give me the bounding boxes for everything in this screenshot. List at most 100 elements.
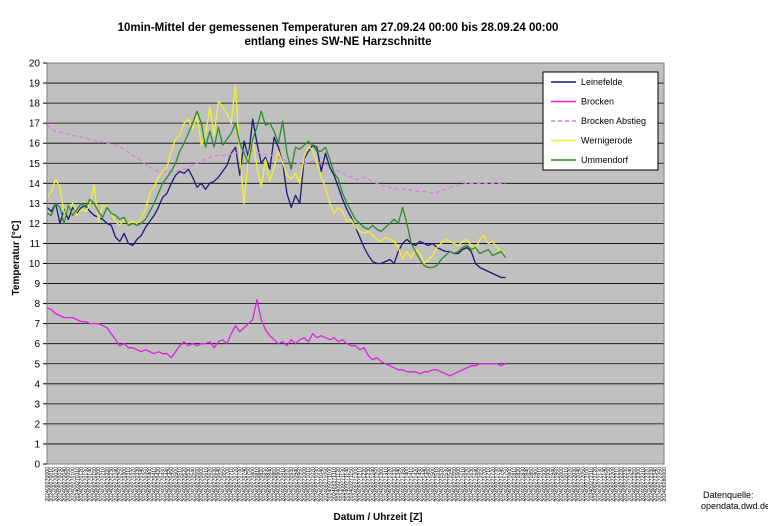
y-tick-label: 3: [34, 399, 40, 410]
x-tick-label: 202409271700: [482, 467, 488, 502]
x-tick-label: 202409271450: [426, 467, 432, 502]
y-tick-label: 16: [29, 139, 41, 150]
y-tick-label: 8: [34, 299, 40, 310]
x-tick-label: 202409270820: [259, 467, 265, 502]
x-tick-label: 202409271120: [336, 467, 342, 501]
x-tick-label: 202409272040: [576, 467, 582, 502]
x-tick-label: 202409270200: [96, 467, 102, 502]
x-tick-label: 202409272030: [572, 467, 578, 502]
x-tick-label: 202409270620: [208, 467, 214, 502]
x-tick-label: 202409270000: [45, 467, 51, 502]
x-tick-label: 202409271150: [349, 467, 355, 501]
x-tick-label: 202409272240: [628, 467, 634, 502]
x-tick-label: 202409270650: [220, 467, 226, 502]
x-tick-label: 202409271540: [448, 467, 454, 502]
x-tick-label: 202409272340: [653, 467, 659, 502]
legend-label: Wernigerode: [581, 136, 632, 146]
x-tick-label: 202409270010: [49, 467, 55, 502]
x-tick-label: 202409270940: [293, 467, 299, 502]
x-tick-label: 202409271940: [550, 467, 556, 502]
x-tick-label: 202409270750: [246, 467, 252, 502]
x-tick-label: 202409270210: [101, 467, 107, 502]
x-tick-label: 202409270120: [79, 467, 85, 502]
legend-label: Brocken Abstieg: [581, 116, 646, 126]
x-tick-label: 202409271730: [495, 467, 501, 502]
x-tick-label: 202409270420: [156, 467, 162, 502]
x-tick-label: 202409270630: [212, 467, 218, 502]
x-tick-label: 202409271500: [430, 467, 436, 502]
x-tick-label: 202409270640: [216, 467, 222, 502]
x-tick-label: 202409271250: [375, 467, 381, 502]
x-tick-label: 202409271620: [465, 467, 471, 502]
x-tick-label: 202409271910: [538, 467, 544, 502]
x-tick-label: 202409270500: [173, 467, 179, 502]
legend-label: Ummendorf: [581, 155, 629, 165]
series-line-leinefelde: [46, 118, 506, 279]
x-tick-label: 202409270100: [71, 467, 77, 502]
x-tick-label: 202409270400: [148, 467, 154, 502]
x-tick-label: 202409271720: [490, 467, 496, 502]
x-tick-label: 202409270240: [113, 467, 119, 502]
x-tick-label: 202409271740: [499, 467, 505, 502]
x-tick-label: 202409270450: [169, 467, 175, 502]
x-tick-label: 202409271400: [405, 467, 411, 502]
x-tick-label: 202409270430: [160, 467, 166, 502]
x-tick-label: 202409271140: [345, 467, 351, 501]
x-tick-label: 202409271630: [469, 467, 475, 502]
x-tick-label: 202409271350: [400, 467, 406, 502]
x-tick-label: 202409271340: [396, 467, 402, 502]
y-tick-label: 2: [34, 419, 40, 430]
x-tick-label: 202409272350: [658, 467, 664, 502]
y-tick-label: 0: [34, 460, 40, 471]
x-tick-label: 202409270440: [165, 467, 171, 502]
x-tick-label: 202409270840: [268, 467, 274, 502]
x-tick-label: 202409271520: [439, 467, 445, 502]
x-tick-label: 202409271640: [473, 467, 479, 502]
x-tick-label: 202409271000: [302, 467, 308, 502]
x-tick-label: 202409270900: [276, 467, 282, 502]
x-tick-label: 202409270710: [229, 467, 235, 502]
y-tick-label: 6: [34, 339, 40, 350]
x-tick-label: 202409271710: [486, 467, 492, 502]
x-tick-label: 202409270910: [280, 467, 286, 502]
y-tick-label: 13: [29, 199, 41, 210]
x-tick-label: 202409270040: [62, 467, 68, 502]
x-tick-label: 202409271330: [392, 467, 398, 502]
x-tick-label: 202409270050: [66, 467, 72, 502]
source-value: opendata.dwd.de: [701, 501, 768, 511]
x-tick-label: 202409271320: [388, 467, 394, 502]
x-tick-label: 202409270230: [109, 467, 115, 502]
x-axis-label: Datum / Uhrzeit [Z]: [334, 512, 423, 523]
x-tick-label: 202409272330: [649, 467, 655, 502]
x-tick-label: 202409270310: [126, 467, 132, 502]
y-tick-label: 11: [30, 239, 41, 250]
y-tick-label: 1: [34, 439, 40, 450]
legend-label: Leinefelde: [581, 77, 623, 87]
x-tick-label: 202409272130: [598, 467, 604, 502]
x-tick-label: 202409271530: [443, 467, 449, 502]
x-tick-label: 202409270850: [272, 467, 278, 502]
x-tick-label: 202409270930: [289, 467, 295, 502]
x-tick-label: 202409270800: [250, 467, 256, 502]
x-tick-label: 202409272010: [563, 467, 569, 502]
series-line-brocken: [46, 298, 506, 377]
x-tick-label: 202409271430: [418, 467, 424, 502]
x-tick-label: 202409270320: [130, 467, 136, 502]
y-tick-label: 4: [34, 379, 40, 390]
x-tick-label: 202409270130: [83, 467, 89, 502]
x-tick-label: 202409271650: [478, 467, 484, 502]
x-tick-label: 202409271200: [353, 467, 359, 502]
x-tick-label: 202409271440: [422, 467, 428, 502]
x-tick-label: 202409272200: [610, 467, 616, 502]
y-tick-label: 20: [29, 59, 41, 70]
x-tick-label: 202409270350: [143, 467, 149, 502]
legend-box: [542, 71, 659, 171]
x-tick-label: 202409271230: [366, 467, 372, 502]
chart-subtitle: entlang eines SW-NE Harzschnitte: [245, 36, 432, 48]
x-tick-label: 202409270530: [186, 467, 192, 502]
x-tick-label: 202409272100: [585, 467, 591, 502]
x-tick-label: 202409270030: [58, 467, 64, 502]
x-tick-label: 202409271010: [306, 467, 312, 502]
